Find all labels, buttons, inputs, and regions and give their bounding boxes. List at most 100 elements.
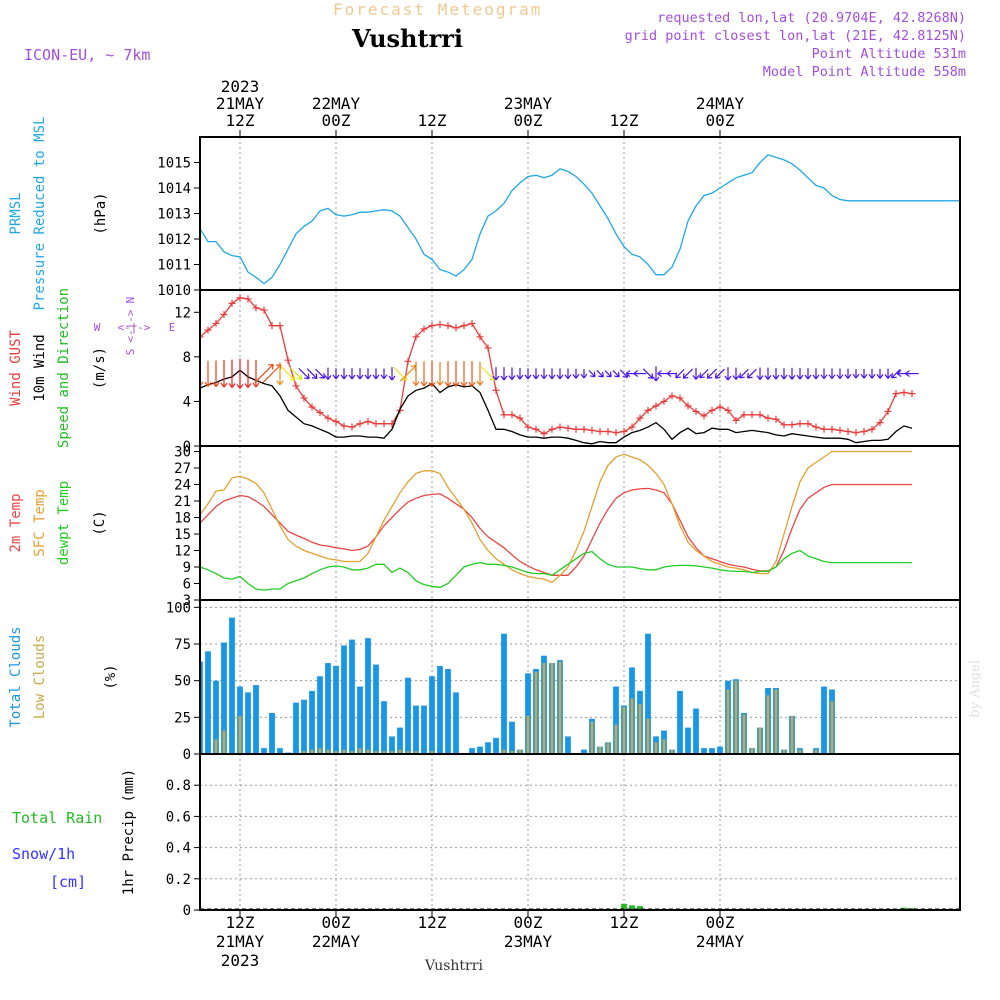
wind-arrow xyxy=(356,368,364,380)
bar-total xyxy=(245,692,251,754)
wind-arrow xyxy=(340,368,348,380)
wind-arrow xyxy=(746,368,757,379)
gust-marker xyxy=(412,333,420,341)
panel-frame xyxy=(199,753,961,911)
gust-marker xyxy=(900,389,908,397)
wind-arrow xyxy=(596,369,604,378)
bar-total xyxy=(677,690,683,754)
y-tick-label: 12 xyxy=(174,544,191,560)
gust-marker xyxy=(444,322,452,330)
panel-unit: (m/s) xyxy=(92,347,108,389)
wind-arrow xyxy=(436,361,444,386)
wind-arrow xyxy=(244,359,252,388)
bar-total xyxy=(357,686,363,754)
wind-arrow xyxy=(804,368,812,380)
bar-low xyxy=(766,695,770,754)
gust-marker xyxy=(404,357,412,365)
gust-marker xyxy=(628,423,636,431)
bar-low xyxy=(334,751,338,754)
gust-marker xyxy=(292,382,300,390)
y-tick-label: 1012 xyxy=(157,232,191,248)
y-tick-label: 1011 xyxy=(157,258,191,274)
wind-arrow xyxy=(772,367,780,380)
grid-coords: grid point closest lon,lat (21E, 42.8125… xyxy=(624,28,966,44)
bar-low xyxy=(750,748,754,754)
wind-arrow xyxy=(572,368,580,379)
gust-marker xyxy=(428,322,436,330)
model-altitude: Model Point Altitude 558m xyxy=(762,64,966,80)
bar-total xyxy=(693,708,699,754)
bar-total xyxy=(269,712,275,754)
wind-arrow xyxy=(540,368,548,380)
wind-arrow xyxy=(699,368,709,379)
series-wind10m xyxy=(200,369,913,445)
x-tick-date: 22MAY xyxy=(312,932,361,951)
x-tick-date: 24MAY xyxy=(696,932,745,951)
wind-arrow xyxy=(399,365,417,382)
bar-low xyxy=(526,715,530,754)
series-dew xyxy=(200,549,912,591)
gust-marker xyxy=(804,420,812,428)
bar-total xyxy=(821,686,827,754)
bar-total xyxy=(213,680,219,754)
bar-total xyxy=(685,727,691,754)
y-tick-label: 18 xyxy=(174,511,191,527)
x-tick-hour: 12Z xyxy=(226,913,255,932)
wind-arrow xyxy=(428,360,436,387)
bar-total xyxy=(453,692,459,754)
y-tick-label: 75 xyxy=(174,637,191,653)
bar-low xyxy=(734,680,738,754)
gust-marker xyxy=(204,326,212,334)
y-tick-label: 0 xyxy=(183,439,191,455)
bar-total xyxy=(397,727,403,754)
gust-marker xyxy=(484,344,492,352)
gust-marker xyxy=(724,406,732,414)
bar-total xyxy=(341,645,347,754)
bar-low xyxy=(742,714,746,754)
gust-marker xyxy=(476,333,484,341)
bar-rain xyxy=(637,906,643,910)
wind-arrow xyxy=(476,361,484,386)
gust-marker xyxy=(692,407,700,415)
gust-marker xyxy=(260,306,268,314)
y-tick-label: 8 xyxy=(183,350,191,366)
y-tick-label: 6 xyxy=(183,577,191,593)
bar-total xyxy=(501,633,507,754)
panel-frame xyxy=(199,289,961,447)
wind-arrow xyxy=(228,359,236,388)
gust-marker xyxy=(668,392,676,400)
panel-label: dewpt Temp xyxy=(56,481,72,565)
bar-low xyxy=(830,701,834,754)
gust-marker xyxy=(580,425,588,433)
y-tick-label: 15 xyxy=(174,527,191,543)
bar-low xyxy=(638,704,642,754)
bar-total xyxy=(253,685,259,754)
wind-arrow xyxy=(348,368,356,380)
x-tick-hour: 12Z xyxy=(610,111,639,130)
bar-total xyxy=(200,661,203,754)
gust-marker xyxy=(244,295,252,303)
gust-marker xyxy=(548,425,556,433)
gust-marker xyxy=(604,428,612,436)
gust-marker xyxy=(820,425,828,433)
bar-total xyxy=(293,702,299,754)
bar-total xyxy=(373,664,379,754)
compass: N <-|-> S W <-|-> E xyxy=(94,297,176,356)
wind-arrow xyxy=(556,368,564,380)
wind-arrow xyxy=(652,366,660,382)
bar-low xyxy=(590,721,594,754)
wind-arrow xyxy=(905,370,919,378)
compass-arrows-h: <-|-> xyxy=(117,321,150,334)
y-tick-label: 1010 xyxy=(157,283,191,299)
bar-low xyxy=(542,663,546,754)
wind-arrow xyxy=(780,368,788,380)
panel-data-clouds xyxy=(200,617,835,754)
wind-arrow xyxy=(500,367,508,381)
bar-total xyxy=(261,748,267,754)
footer-location: Vushtrri xyxy=(425,958,483,974)
y-tick-label: 3 xyxy=(183,593,191,609)
gust-marker xyxy=(316,409,324,417)
compass-e: E xyxy=(169,321,176,334)
